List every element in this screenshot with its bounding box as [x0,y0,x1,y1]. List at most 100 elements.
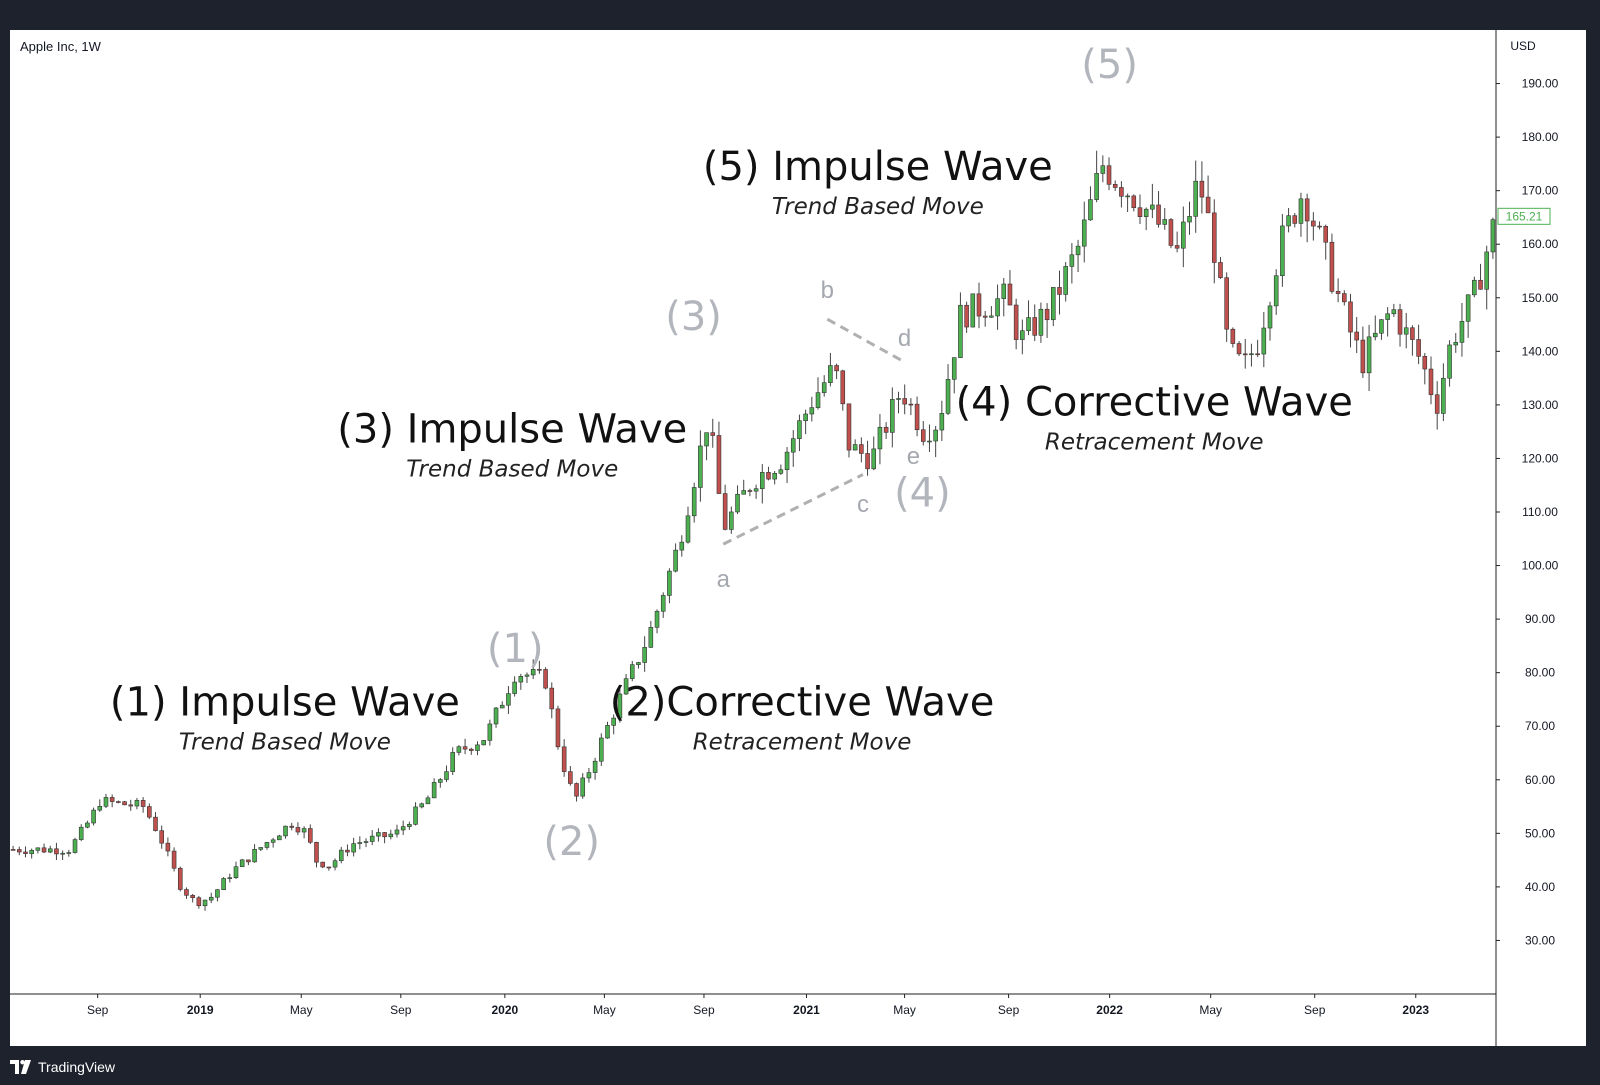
candle-up [828,365,833,383]
triangle-trendlines [722,317,906,546]
last-price-label: 165.21 [1506,209,1543,223]
candle-up [599,737,604,762]
y-tick-label: 90.00 [1525,612,1555,626]
candle-down [537,669,542,671]
candle-down [1032,317,1038,336]
candle-down [710,432,716,436]
wave-annotations: (1) Impulse Wave Trend Based Move (2)Corre… [110,144,1353,756]
annotation-subtitle: Retracement Move [1045,430,1264,456]
candle-up [332,860,338,868]
candle-down [976,293,982,317]
candle-down [908,403,914,406]
candle-up [499,704,505,709]
candle-up [283,825,288,837]
candle-up [450,752,455,772]
candle-up [611,717,616,726]
candle-up [1100,165,1106,174]
candle-up [772,473,777,480]
candle-down [308,828,313,843]
candle-down [1348,301,1353,333]
candle-up [388,833,394,838]
tradingview-logo-icon [10,1060,32,1074]
candle-down [1236,343,1242,355]
candle-up [215,889,220,898]
candle-up [1187,216,1192,223]
candle-up [444,771,449,780]
footer-brand[interactable]: TradingView [10,1055,115,1079]
candle-up [623,678,629,695]
price-chart[interactable]: (1) (2) (3) (4) (5) a b c d e (1) Impulse Wave Tre… [10,30,1586,1046]
triangle-trendline [722,473,864,546]
candle-up [512,681,517,694]
candle-down [1211,212,1217,263]
candle-up [735,493,740,513]
candle-up [753,488,759,492]
candle-down [561,746,567,772]
annotation-title: (5) Impulse Wave [703,144,1053,190]
symbol-title[interactable]: Apple Inc, 1W [20,39,101,54]
candle-up [1001,283,1007,299]
candle-up [1069,254,1075,267]
wave-labels: (1) (2) (3) (4) (5) a b c d e [487,42,1138,865]
candle-up [741,490,746,495]
candle-up [648,627,654,648]
candle-up [803,413,808,421]
candle-up [431,782,437,799]
candle-down [555,708,561,748]
candle-up [78,826,84,840]
annotation-title: (4) Corrective Wave [956,380,1353,426]
candle-down [1422,356,1428,370]
candle-down [314,841,319,863]
price-axis[interactable]: USD 30.00 40.00 50.00 60.00 70.00 80.00 90.00 10… [1496,39,1559,947]
chart-panel[interactable]: (1) (2) (3) (4) (5) a b c d e (1) Impulse Wave Tre… [10,30,1586,1046]
candle-down [159,830,164,844]
candle-up [47,848,53,853]
sub-wave-label: d [898,325,911,352]
candle-down [982,315,988,318]
candle-up [797,420,802,439]
candle-up [351,843,356,853]
candle-down [382,832,387,838]
candle-down [246,859,251,863]
candle-up [394,829,400,835]
currency-label: USD [1510,39,1536,53]
wave-label: (4) [894,471,951,517]
candle-up [1020,330,1025,340]
candle-up [376,832,381,837]
candle-up [660,595,666,612]
candle-up [530,669,536,676]
candle-up [958,304,963,358]
candle-up [493,707,499,725]
x-tick-label: Sep [693,1003,715,1017]
x-tick-label: May [1199,1003,1222,1017]
candle-down [1205,196,1211,214]
candle-down [190,894,195,898]
candle-up [852,444,858,451]
candle-up [605,725,610,739]
candle-up [1075,245,1081,256]
candle-down [184,889,189,896]
candle-down [1174,245,1180,249]
candle-up [239,859,245,868]
candle-up [97,806,103,811]
annotation-title: (1) Impulse Wave [110,680,460,726]
time-axis[interactable]: Sep 2019 May Sep 2020 May Sep 2021 May Sep 2022 May… [87,994,1429,1017]
annotation-subtitle: Retracement Move [693,730,912,756]
x-tick-label: May [893,1003,916,1017]
candle-up [1490,219,1496,253]
annotation-title: (3) Impulse Wave [337,406,687,452]
candle-up [1088,199,1093,221]
candle-down [1057,287,1062,295]
candle-up [1150,204,1155,210]
candle-up [91,809,96,824]
candle-up [654,610,660,628]
y-tick-label: 120.00 [1522,451,1559,465]
x-tick-label: Sep [87,1003,109,1017]
candle-up [277,835,282,841]
candle-up [951,357,957,380]
candle-up [35,847,41,851]
candle-up [487,723,493,741]
candle-up [1465,294,1471,322]
candle-down [1007,283,1013,306]
candle-up [1447,344,1452,379]
